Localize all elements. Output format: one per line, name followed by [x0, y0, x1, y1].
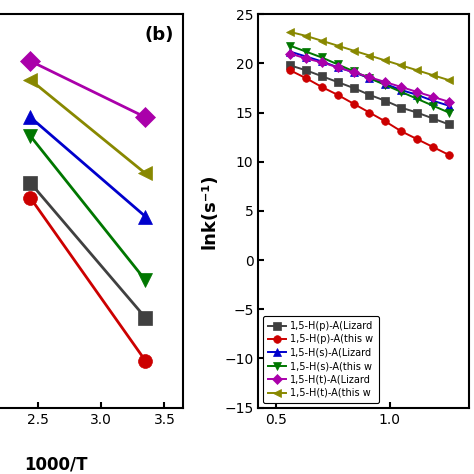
Text: (b): (b)	[145, 26, 174, 44]
Y-axis label: lnk(s⁻¹): lnk(s⁻¹)	[201, 173, 219, 249]
Legend: 1,5-H(p)-A(Lizard, 1,5-H(p)-A(this w, 1,5-H(s)-A(Lizard, 1,5-H(s)-A(this w, 1,5-: 1,5-H(p)-A(Lizard, 1,5-H(p)-A(this w, 1,…	[263, 316, 379, 403]
Text: 1000/T: 1000/T	[24, 455, 87, 473]
